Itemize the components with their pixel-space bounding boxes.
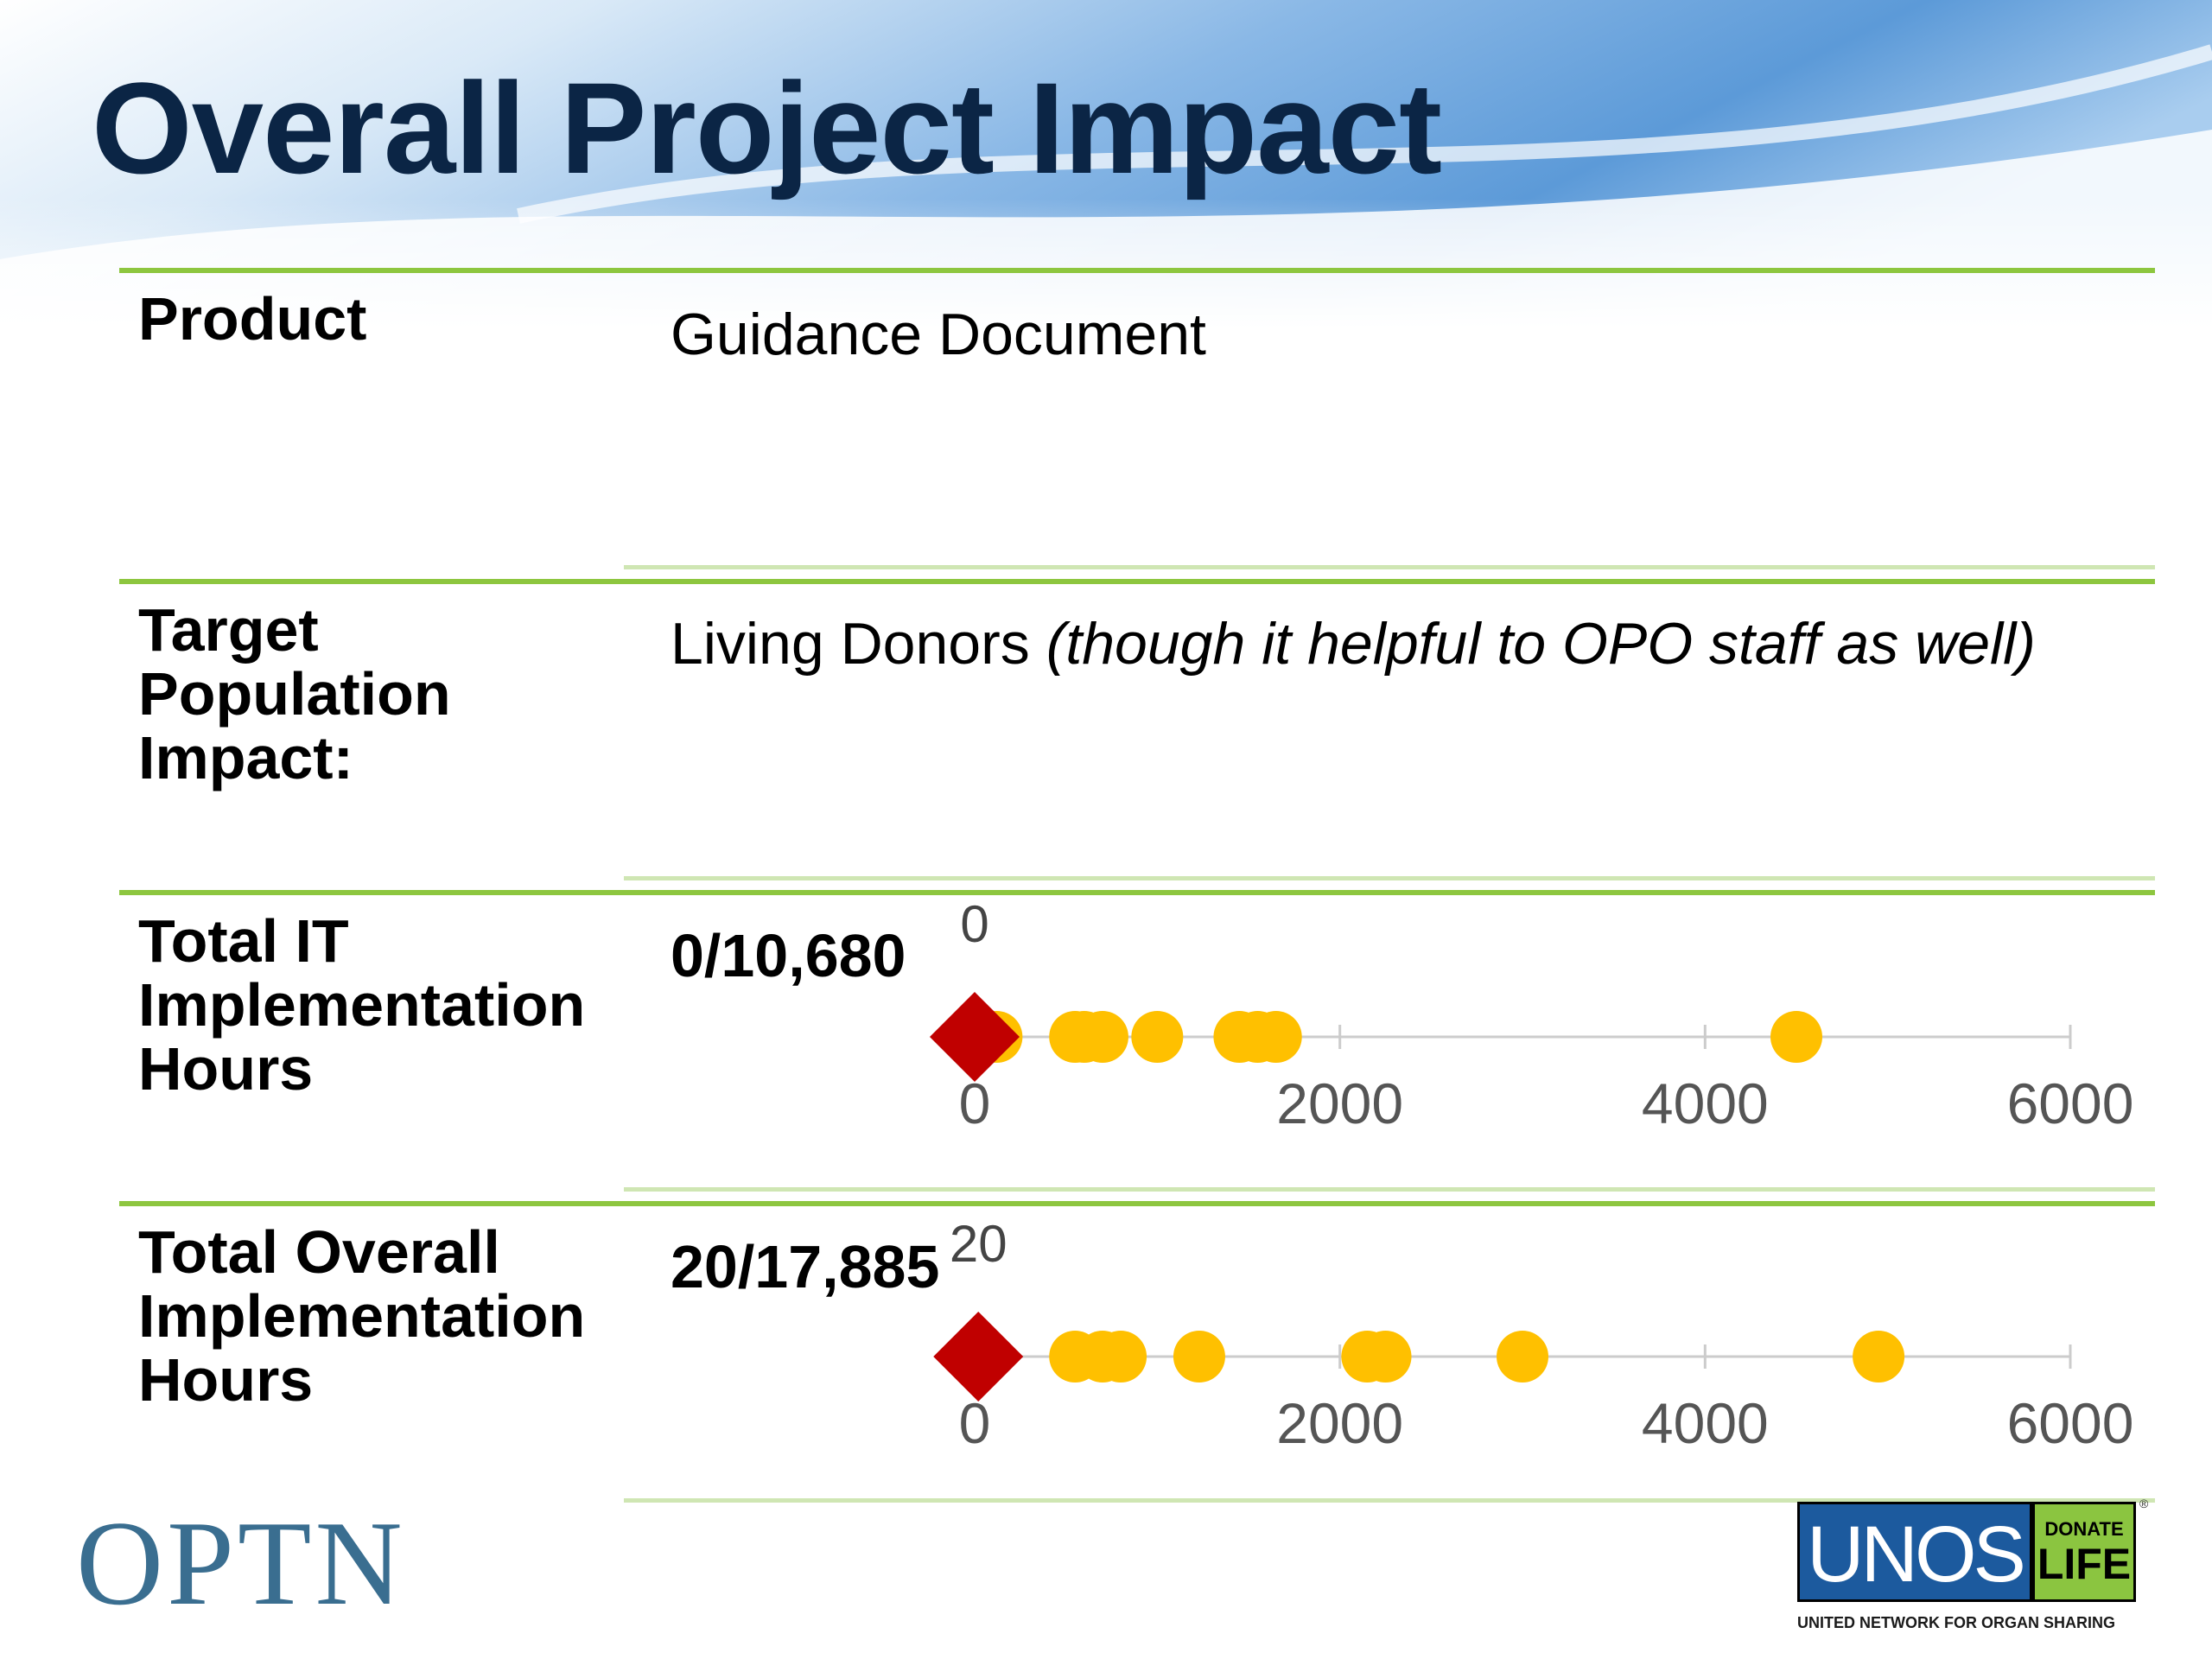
divider-sub-2 xyxy=(624,876,2155,880)
data-point xyxy=(1359,1331,1412,1382)
target-value-note: (though it helpful to OPO staff as well) xyxy=(1046,611,2036,677)
divider-bottom xyxy=(624,1498,2155,1503)
it-hours-label-line-2: Implementation xyxy=(138,971,586,1039)
it-hours-label-line-3: Hours xyxy=(138,1035,314,1103)
optn-logo: OPTN xyxy=(76,1497,406,1630)
current-value-label: 20 xyxy=(950,1215,1007,1273)
data-point xyxy=(1173,1331,1225,1382)
tick-label: 0 xyxy=(959,1391,991,1455)
target-label: Target Population Impact: xyxy=(138,598,451,790)
it-hours-label-line-1: Total IT xyxy=(138,907,349,975)
product-label: Product xyxy=(138,285,367,353)
overall-hours-label-line-2: Implementation xyxy=(138,1282,586,1350)
tick-label: 6000 xyxy=(2007,1391,2134,1455)
tick-label: 6000 xyxy=(2007,1071,2134,1135)
data-point xyxy=(1095,1331,1147,1382)
target-label-line-2: Population xyxy=(138,660,451,728)
header-background xyxy=(0,0,2212,328)
data-point xyxy=(1770,1011,1822,1063)
donate-life-logo: DONATE LIFE xyxy=(2032,1502,2136,1602)
overall-hours-chart: 0 2000 4000 6000 20 xyxy=(933,1215,2134,1455)
divider-1 xyxy=(119,579,2155,584)
donate-life-top: DONATE xyxy=(2044,1518,2124,1540)
overall-hours-label-line-1: Total Overall xyxy=(138,1218,500,1286)
overall-hours-label-line-3: Hours xyxy=(138,1346,314,1414)
tick-label: 2000 xyxy=(1276,1071,1403,1135)
product-value: Guidance Document xyxy=(671,302,1206,367)
divider-top xyxy=(119,268,2155,273)
current-value-label: 0 xyxy=(960,895,988,953)
data-point xyxy=(1249,1011,1302,1063)
data-point xyxy=(1497,1331,1548,1382)
target-value: Living Donors (though it helpful to OPO … xyxy=(671,610,2036,677)
data-point xyxy=(1131,1011,1184,1063)
data-point xyxy=(1853,1331,1905,1382)
current-value-marker xyxy=(930,992,1020,1082)
divider-sub-3 xyxy=(624,1187,2155,1192)
unos-logo: UNOS DONATE LIFE ® UNITED NETWORK FOR OR… xyxy=(1797,1497,2153,1633)
tick-label: 4000 xyxy=(1642,1071,1769,1135)
tick-label: 0 xyxy=(959,1071,991,1135)
unos-logo-text: UNOS xyxy=(1797,1502,2032,1602)
slide-title: Overall Project Impact xyxy=(92,55,1442,200)
target-value-main: Living Donors xyxy=(671,611,1030,677)
divider-3 xyxy=(119,1201,2155,1206)
divider-sub-1 xyxy=(624,565,2155,569)
overall-hours-value: 20/17,885 xyxy=(671,1233,940,1300)
target-label-line-3: Impact: xyxy=(138,724,353,791)
unos-tagline: UNITED NETWORK FOR ORGAN SHARING xyxy=(1797,1614,2115,1631)
overall-hours-label: Total Overall Implementation Hours xyxy=(138,1220,585,1412)
it-hours-label: Total IT Implementation Hours xyxy=(138,909,585,1101)
registered-mark: ® xyxy=(2139,1497,2149,1510)
data-point xyxy=(1076,1011,1128,1063)
target-label-line-1: Target xyxy=(138,596,319,664)
it-hours-value: 0/10,680 xyxy=(671,922,906,989)
donate-life-bottom: LIFE xyxy=(2037,1540,2132,1588)
current-value-marker xyxy=(933,1312,1024,1402)
divider-2 xyxy=(119,890,2155,895)
tick-label: 2000 xyxy=(1276,1391,1403,1455)
tick-label: 4000 xyxy=(1642,1391,1769,1455)
it-hours-chart: 0 2000 4000 6000 0 xyxy=(930,895,2134,1135)
